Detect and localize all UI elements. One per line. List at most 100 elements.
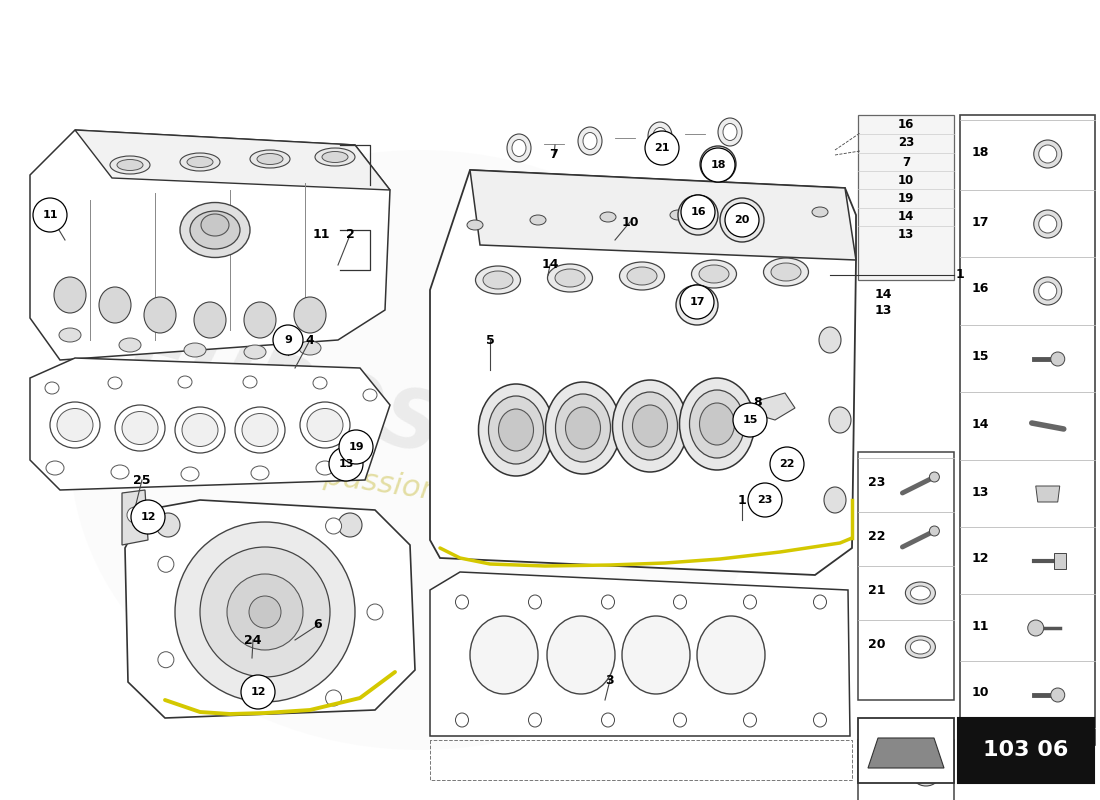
Ellipse shape <box>578 127 602 155</box>
Circle shape <box>33 198 67 232</box>
Ellipse shape <box>824 487 846 513</box>
Text: 14: 14 <box>972 418 990 430</box>
Bar <box>958 718 1094 783</box>
Circle shape <box>158 556 174 572</box>
Bar <box>1054 553 1066 569</box>
Polygon shape <box>1036 486 1059 502</box>
Ellipse shape <box>602 713 615 727</box>
Ellipse shape <box>546 382 620 474</box>
Ellipse shape <box>45 382 59 394</box>
Polygon shape <box>430 170 856 575</box>
Ellipse shape <box>632 405 668 447</box>
Ellipse shape <box>728 206 757 234</box>
Ellipse shape <box>180 202 250 258</box>
Circle shape <box>326 690 342 706</box>
Circle shape <box>725 203 759 237</box>
Ellipse shape <box>242 414 278 446</box>
Ellipse shape <box>683 291 711 318</box>
Circle shape <box>158 652 174 668</box>
Text: 7: 7 <box>902 155 910 169</box>
Ellipse shape <box>235 407 285 453</box>
Circle shape <box>680 285 714 319</box>
Text: 2: 2 <box>345 229 354 242</box>
Ellipse shape <box>244 302 276 338</box>
Ellipse shape <box>916 763 936 781</box>
Text: 16: 16 <box>972 282 989 295</box>
Text: 17: 17 <box>972 215 990 229</box>
Ellipse shape <box>178 376 192 388</box>
Ellipse shape <box>475 266 520 294</box>
Ellipse shape <box>478 384 553 476</box>
Text: EUROSPARES: EUROSPARES <box>121 310 739 550</box>
Ellipse shape <box>627 267 657 285</box>
Circle shape <box>645 131 679 165</box>
Ellipse shape <box>911 640 931 654</box>
Ellipse shape <box>182 414 218 446</box>
Circle shape <box>770 447 804 481</box>
Text: 17: 17 <box>690 297 705 307</box>
Circle shape <box>200 547 330 677</box>
Circle shape <box>681 195 715 229</box>
Ellipse shape <box>528 595 541 609</box>
Text: 4: 4 <box>306 334 315 346</box>
Circle shape <box>748 483 782 517</box>
Ellipse shape <box>455 713 469 727</box>
Text: 16: 16 <box>690 207 706 217</box>
Polygon shape <box>868 738 944 768</box>
Ellipse shape <box>122 411 158 445</box>
Text: 24: 24 <box>244 634 262 646</box>
Ellipse shape <box>673 713 686 727</box>
Ellipse shape <box>649 134 675 162</box>
Text: 23: 23 <box>757 495 772 505</box>
Text: 10: 10 <box>621 215 639 229</box>
Ellipse shape <box>556 394 610 462</box>
Ellipse shape <box>307 409 343 442</box>
Ellipse shape <box>190 211 240 249</box>
Ellipse shape <box>363 389 377 401</box>
Circle shape <box>126 507 143 523</box>
Ellipse shape <box>70 150 770 750</box>
Ellipse shape <box>512 139 526 157</box>
Ellipse shape <box>1034 277 1062 305</box>
Ellipse shape <box>530 215 546 225</box>
Ellipse shape <box>673 595 686 609</box>
Ellipse shape <box>468 220 483 230</box>
Polygon shape <box>30 358 390 490</box>
Ellipse shape <box>670 210 686 220</box>
Text: 14: 14 <box>541 258 559 271</box>
Text: 10: 10 <box>972 686 990 699</box>
Text: 22: 22 <box>868 530 886 543</box>
Text: 7: 7 <box>550 149 559 162</box>
Ellipse shape <box>690 390 745 458</box>
Text: 20: 20 <box>868 638 886 651</box>
Circle shape <box>930 526 939 536</box>
Ellipse shape <box>243 376 257 388</box>
Ellipse shape <box>820 327 842 353</box>
Ellipse shape <box>700 403 735 445</box>
Ellipse shape <box>470 616 538 694</box>
Text: 25: 25 <box>133 474 151 486</box>
Text: 3: 3 <box>606 674 614 686</box>
Ellipse shape <box>144 297 176 333</box>
Ellipse shape <box>175 407 226 453</box>
Circle shape <box>701 148 735 182</box>
Polygon shape <box>470 170 856 260</box>
Ellipse shape <box>744 713 757 727</box>
Ellipse shape <box>680 378 755 470</box>
Ellipse shape <box>117 159 143 170</box>
Ellipse shape <box>316 461 334 475</box>
Ellipse shape <box>685 202 711 228</box>
Ellipse shape <box>1034 140 1062 168</box>
Circle shape <box>329 447 363 481</box>
Circle shape <box>131 500 165 534</box>
Polygon shape <box>125 500 415 718</box>
Text: 9: 9 <box>284 335 292 345</box>
Ellipse shape <box>613 380 688 472</box>
Text: a passion for cars: a passion for cars <box>294 457 565 523</box>
Text: 13: 13 <box>898 229 914 242</box>
Bar <box>858 452 954 700</box>
Ellipse shape <box>583 133 597 150</box>
Ellipse shape <box>621 616 690 694</box>
Ellipse shape <box>676 285 718 325</box>
Circle shape <box>175 522 355 702</box>
